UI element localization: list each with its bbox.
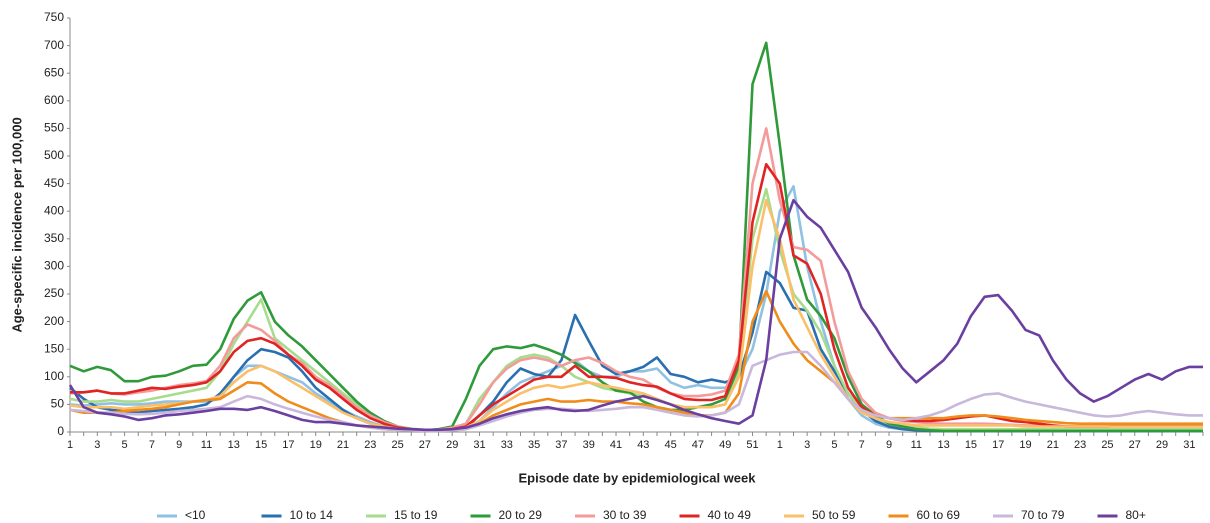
y-tick-label: 150: [44, 341, 64, 355]
x-tick-label: 15: [965, 439, 977, 451]
x-tick-label: 17: [282, 439, 294, 451]
x-tick-label: 23: [364, 439, 376, 451]
x-tick-label: 27: [1129, 439, 1141, 451]
legend-label: 40 to 49: [708, 508, 752, 522]
y-tick-label: 600: [44, 93, 64, 107]
legend-label: 15 to 19: [394, 508, 438, 522]
y-tick-label: 0: [57, 424, 64, 438]
x-tick-label: 19: [1019, 439, 1031, 451]
y-tick-label: 200: [44, 314, 64, 328]
y-tick-label: 350: [44, 231, 64, 245]
x-tick-label: 5: [831, 439, 837, 451]
x-tick-label: 11: [911, 439, 922, 451]
x-tick-label: 11: [201, 439, 212, 451]
x-tick-label: 9: [886, 439, 892, 451]
y-tick-label: 100: [44, 369, 64, 383]
x-tick-label: 5: [122, 439, 128, 451]
x-tick-label: 39: [583, 439, 595, 451]
x-tick-label: 35: [528, 439, 540, 451]
x-tick-label: 41: [610, 439, 622, 451]
legend-label: 70 to 79: [1021, 508, 1065, 522]
x-tick-label: 21: [337, 439, 349, 451]
legend-label: 80+: [1126, 508, 1146, 522]
x-tick-label: 3: [804, 439, 810, 451]
x-tick-label: 27: [419, 439, 431, 451]
series-line: [69, 198, 1203, 432]
x-tick-label: 17: [992, 439, 1004, 451]
x-tick-label: 7: [859, 439, 865, 451]
x-tick-label: 37: [555, 439, 567, 451]
legend-label: <10: [185, 508, 206, 522]
x-tick-label: 23: [1074, 439, 1086, 451]
series-line: [69, 187, 1203, 432]
x-tick-label: 29: [1156, 439, 1168, 451]
y-tick-label: 750: [44, 10, 64, 24]
x-tick-label: 1: [67, 439, 73, 451]
x-tick-label: 29: [446, 439, 458, 451]
y-axis-title: Age-specific incidence per 100,000: [9, 117, 24, 332]
x-tick-label: 31: [473, 439, 485, 451]
y-tick-label: 400: [44, 203, 64, 217]
x-tick-label: 13: [938, 439, 950, 451]
x-tick-label: 7: [149, 439, 155, 451]
x-tick-label: 51: [746, 439, 758, 451]
legend-label: 60 to 69: [917, 508, 961, 522]
x-tick-label: 43: [637, 439, 649, 451]
y-tick-label: 450: [44, 176, 64, 190]
series-line: [70, 163, 1203, 432]
legend-label: 10 to 14: [290, 508, 334, 522]
x-tick-label: 45: [665, 439, 677, 451]
y-tick-label: 250: [44, 286, 64, 300]
legend-label: 50 to 59: [812, 508, 856, 522]
x-tick-label: 21: [1047, 439, 1059, 451]
series-line: [69, 289, 1203, 433]
x-tick-label: 25: [391, 439, 403, 451]
y-tick-label: 300: [44, 259, 64, 273]
y-tick-label: 550: [44, 121, 64, 135]
x-tick-label: 25: [1101, 439, 1113, 451]
y-tick-label: 650: [44, 65, 64, 79]
series-line: [69, 350, 1203, 433]
x-tick-label: 3: [94, 439, 100, 451]
y-tick-label: 500: [44, 148, 64, 162]
x-tick-label: 13: [228, 439, 240, 451]
legend-label: 20 to 29: [499, 508, 543, 522]
x-tick-label: 15: [255, 439, 267, 451]
x-tick-label: 49: [719, 439, 731, 451]
legend-label: 30 to 39: [603, 508, 647, 522]
x-tick-label: 1: [777, 439, 783, 451]
y-tick-label: 700: [44, 38, 64, 52]
x-tick-label: 9: [176, 439, 182, 451]
y-tick-label: 50: [51, 397, 65, 411]
series-line: [68, 198, 1203, 432]
x-tick-label: 19: [310, 439, 322, 451]
x-tick-label: 33: [501, 439, 513, 451]
x-tick-label: 47: [692, 439, 704, 451]
x-axis-title: Episode date by epidemiological week: [519, 470, 757, 485]
x-tick-label: 31: [1183, 439, 1195, 451]
